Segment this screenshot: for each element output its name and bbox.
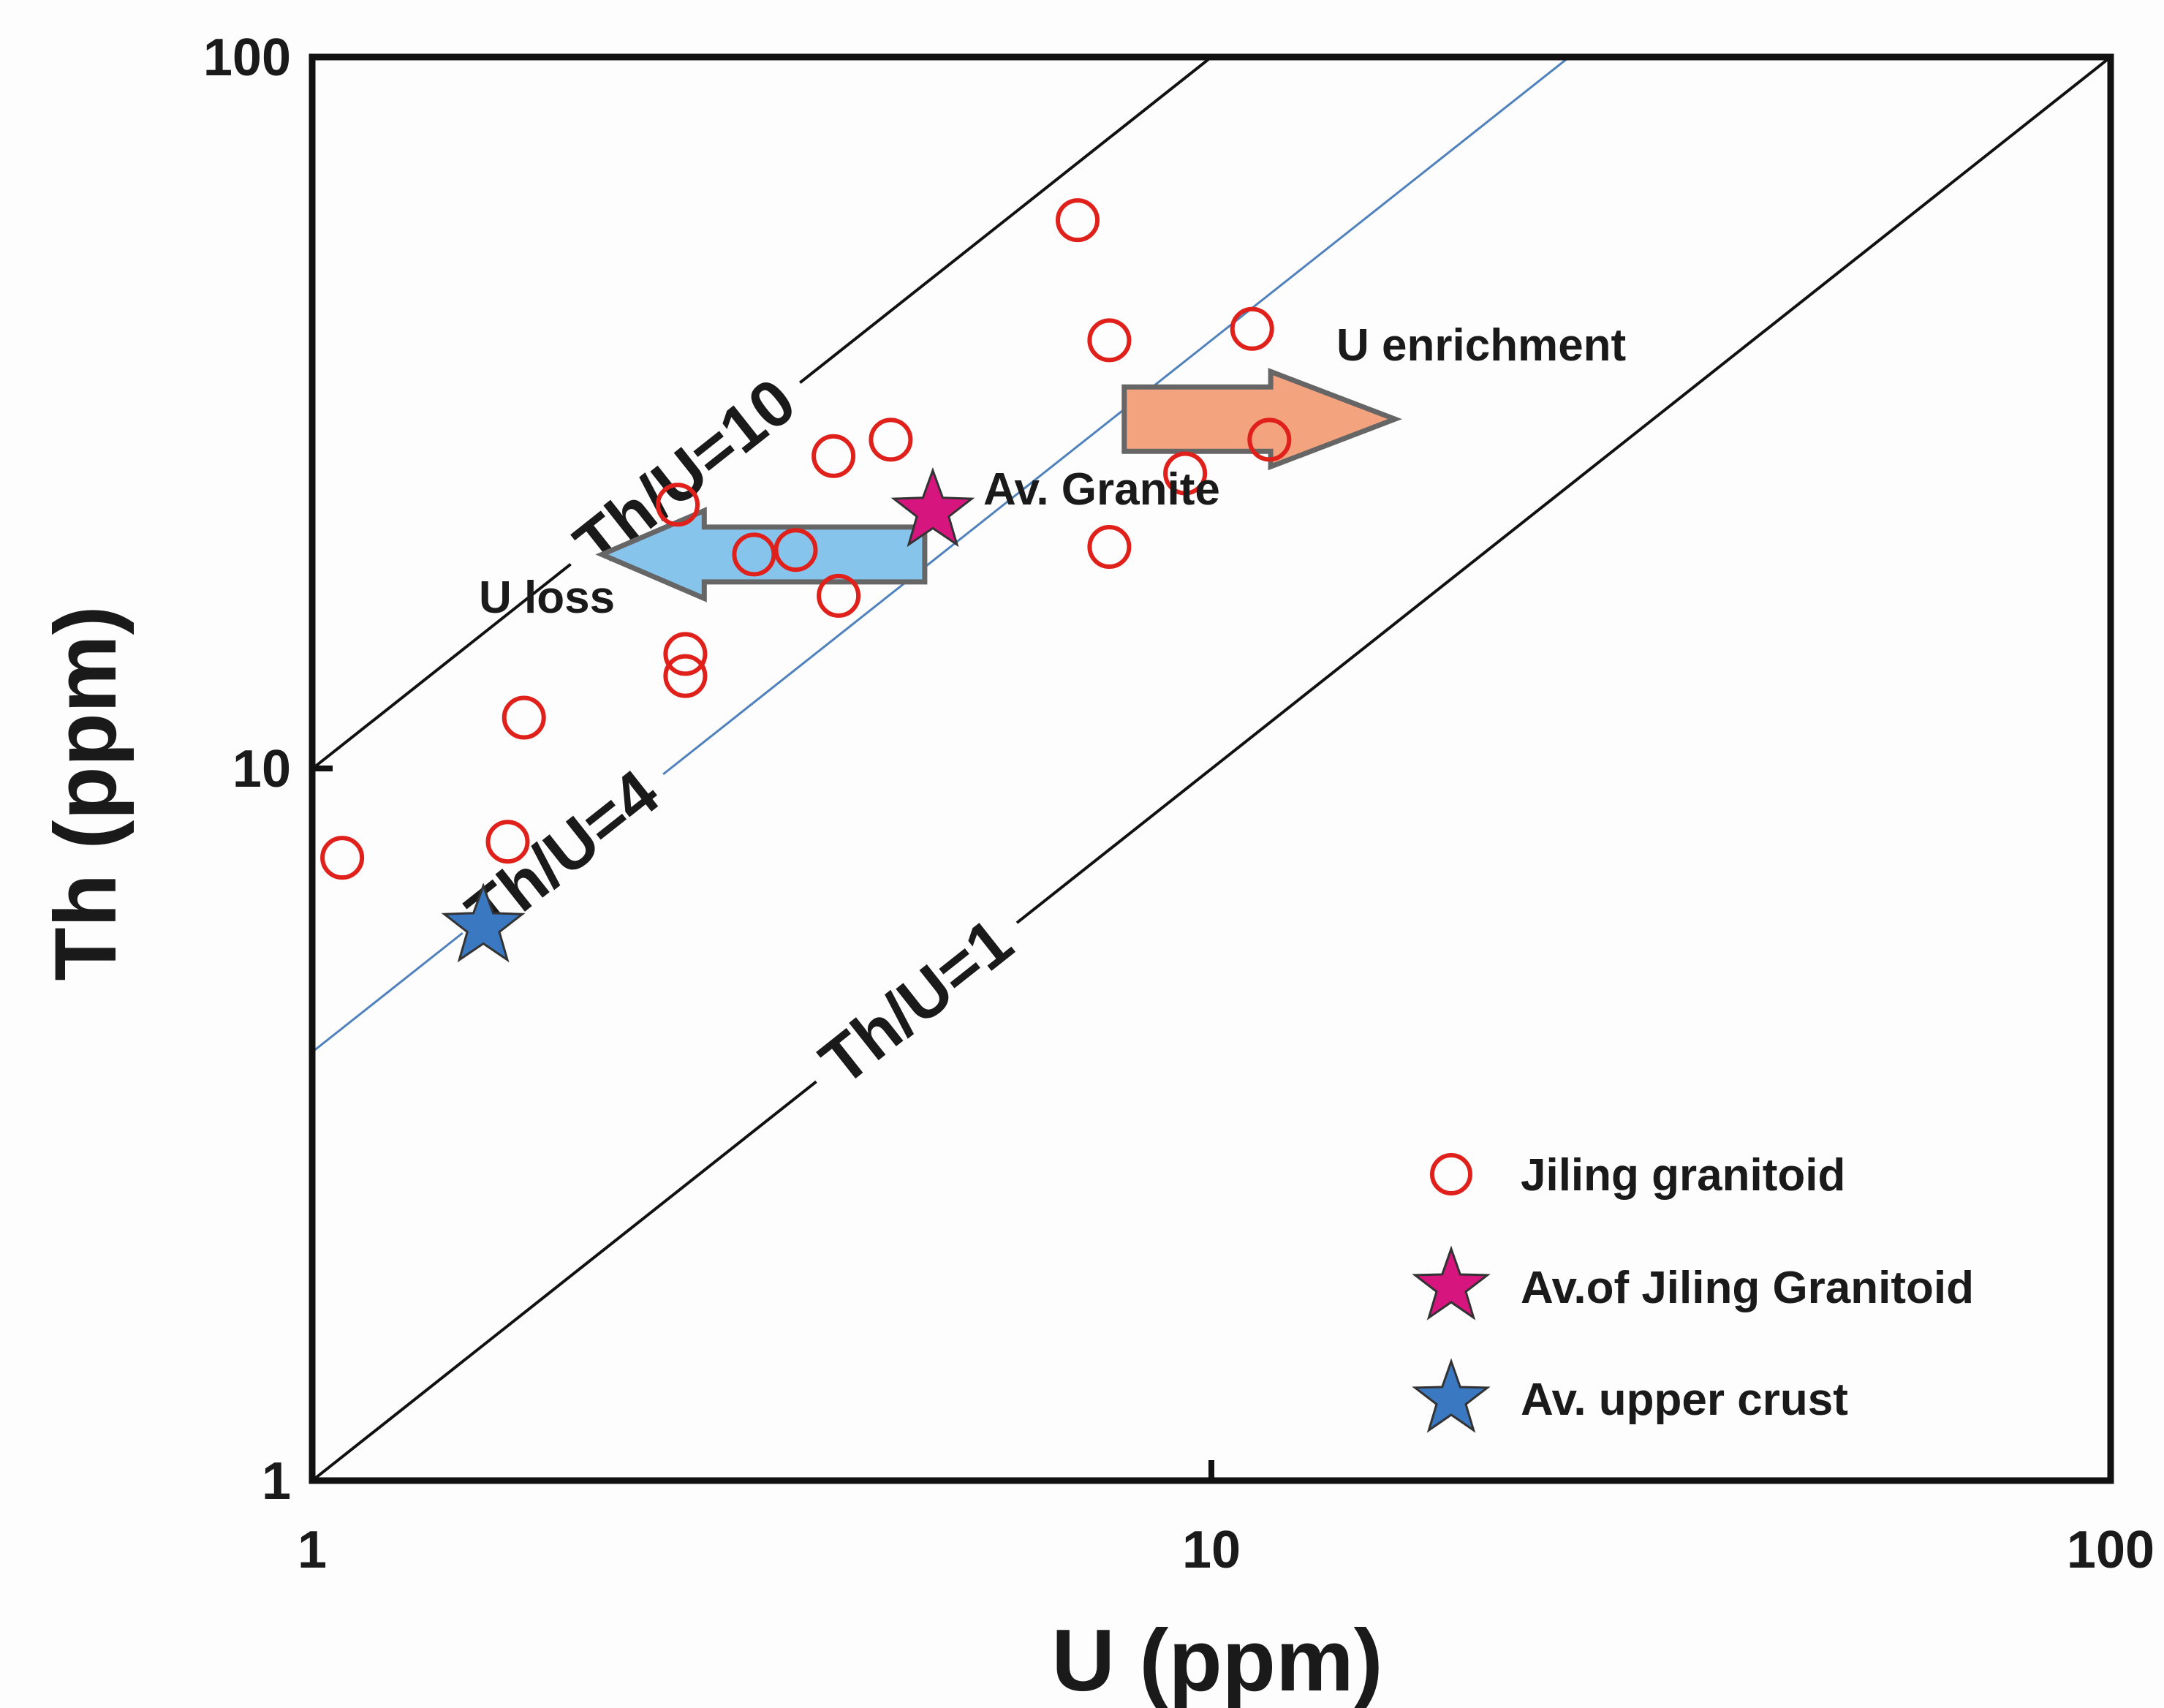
jiling-granitoid-point	[502, 695, 546, 740]
legend-label-av-jiling-granitoid: Av.of Jiling Granitoid	[1521, 1263, 1974, 1313]
legend-marker-jiling-granitoid	[1430, 1153, 1472, 1195]
u-enrichment-arrow	[1121, 368, 1402, 471]
x-tick-label-100: 100	[2067, 1521, 2154, 1579]
jiling-granitoid-point	[869, 417, 913, 462]
y-tick-label-1: 1	[262, 1452, 291, 1511]
jiling-granitoid-point	[732, 532, 776, 577]
th-u-1-label: Th/U=1	[792, 893, 1041, 1112]
x-tick-label-10: 10	[1182, 1521, 1241, 1579]
u-loss-label: U loss	[479, 573, 615, 623]
av-granite-annotation: Av. Granite	[983, 464, 1220, 515]
jiling-granitoid-point	[773, 528, 818, 573]
legend-label-jiling-granitoid: Jiling granitoid	[1521, 1150, 1845, 1201]
u-enrichment-label: U enrichment	[1336, 320, 1626, 371]
av-jiling-granitoid-star	[890, 466, 975, 548]
jiling-granitoid-point	[1056, 198, 1100, 243]
x-tick-label-1: 1	[298, 1521, 327, 1579]
th-u-10-line	[312, 57, 1214, 771]
jiling-granitoid-point	[817, 573, 861, 618]
data-points	[320, 198, 1292, 963]
jiling-granitoid-point	[656, 483, 700, 527]
legend-label-av-upper-crust: Av. upper crust	[1521, 1375, 1848, 1425]
jiling-granitoid-point	[663, 654, 708, 698]
y-axis-label: Th (ppm)	[37, 605, 135, 980]
legend-marker-av-jiling-granitoid	[1412, 1245, 1491, 1320]
th-u-4-line	[312, 57, 1571, 1054]
legend: Jiling granitoid Av.of Jiling Granitoid …	[1412, 1150, 1974, 1433]
jiling-granitoid-point	[1163, 451, 1208, 496]
jiling-granitoid-point	[320, 836, 365, 880]
svg-text:Th/U=1: Th/U=1	[807, 905, 1026, 1100]
jiling-granitoid-point	[812, 434, 856, 478]
jiling-granitoid-point	[1230, 306, 1274, 351]
y-tick-label-10: 10	[232, 740, 291, 798]
av-upper-crust-star	[441, 883, 526, 963]
x-axis-label: U (ppm)	[1051, 1611, 1382, 1708]
th-u-1-line	[312, 57, 2111, 1481]
y-tick-label-100: 100	[203, 29, 291, 87]
jiling-granitoid-point	[1247, 417, 1292, 462]
jiling-granitoid-point	[485, 820, 530, 864]
jiling-granitoid-point	[1087, 318, 1132, 363]
legend-marker-av-upper-crust	[1412, 1358, 1491, 1433]
jiling-granitoid-point	[663, 632, 708, 676]
jiling-granitoid-point	[1087, 525, 1132, 569]
